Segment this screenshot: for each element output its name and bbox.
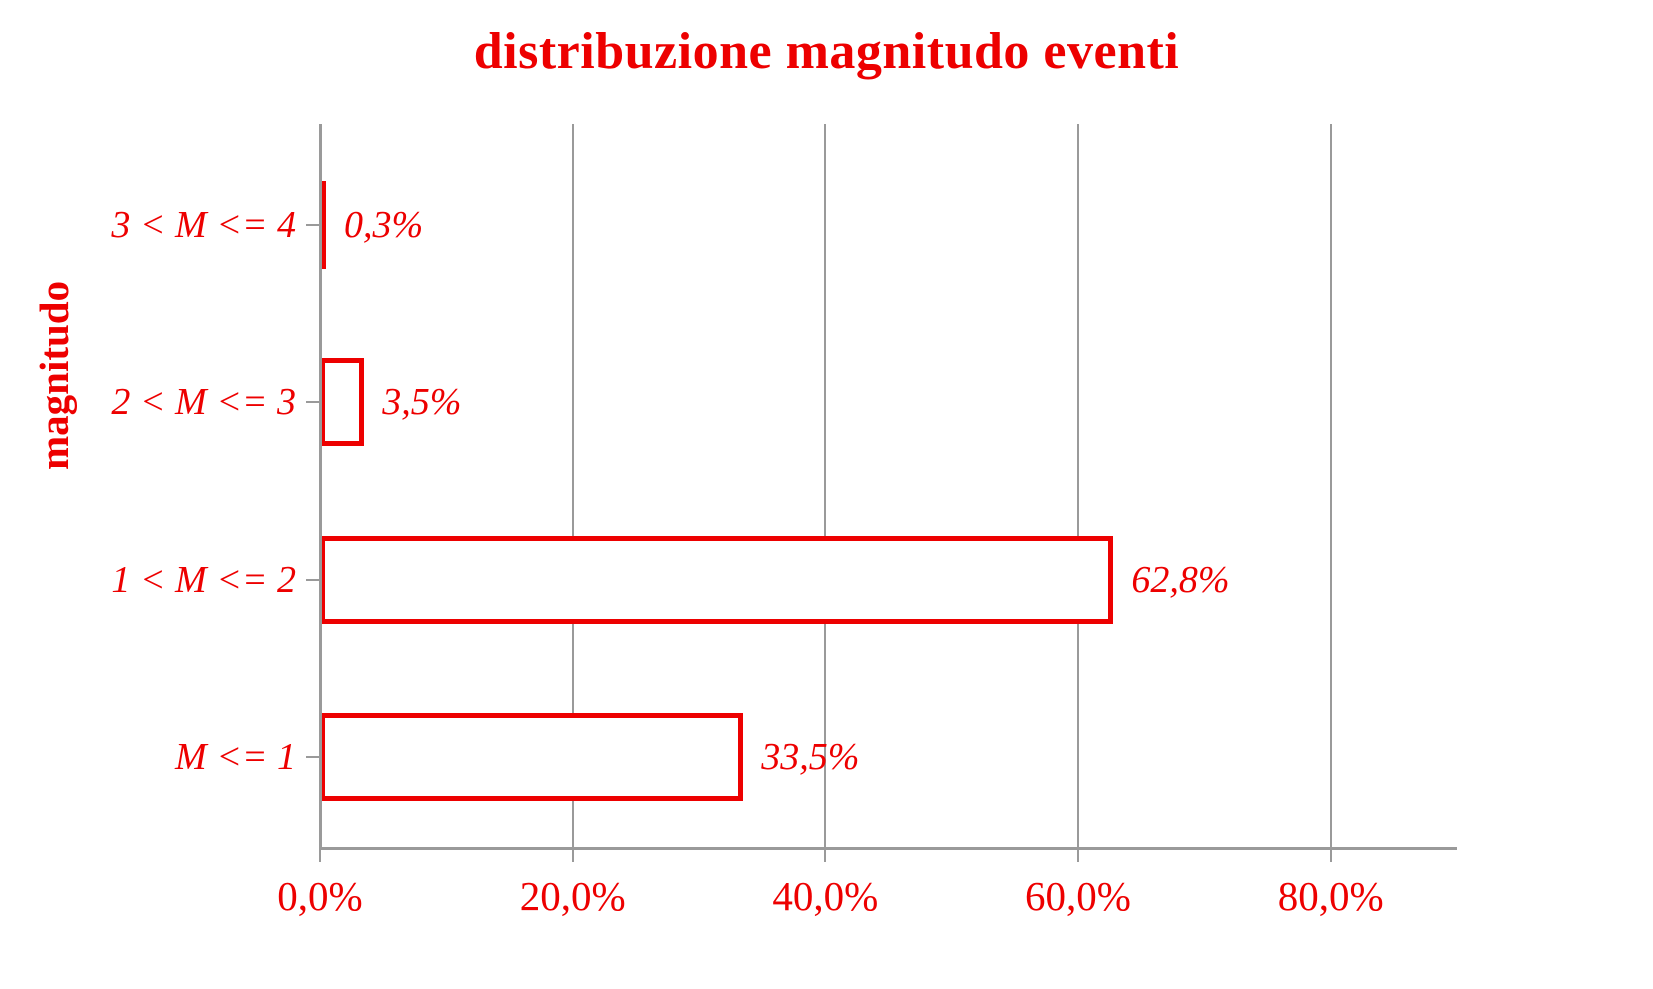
x-tick — [319, 848, 321, 862]
y-tick-label: 3 < M <= 4 — [111, 203, 296, 247]
x-tick-label: 80,0% — [1278, 872, 1384, 920]
y-tick — [306, 579, 320, 581]
x-tick-label: 40,0% — [772, 872, 878, 920]
y-tick-label: M <= 1 — [175, 735, 296, 779]
x-tick — [1330, 848, 1332, 862]
datalabel-m_le_1: 33,5% — [761, 735, 859, 779]
y-tick-label: 2 < M <= 3 — [111, 380, 296, 424]
y-tick — [306, 224, 320, 226]
x-tick — [572, 848, 574, 862]
x-tick-label: 60,0% — [1025, 872, 1131, 920]
x-tick — [1077, 848, 1079, 862]
chart-title: distribuzione magnitudo eventi — [0, 22, 1653, 81]
plot-area: 0,0%20,0%40,0%60,0%80,0%M <= 11 < M <= 2… — [320, 124, 1457, 848]
y-axis-line — [319, 124, 322, 848]
datalabel-m_3_4: 0,3% — [344, 203, 423, 247]
gridline — [1330, 124, 1332, 848]
x-tick-label: 20,0% — [520, 872, 626, 920]
gridline — [1077, 124, 1079, 848]
bar-m_le_1 — [320, 713, 743, 801]
y-tick — [306, 756, 320, 758]
chart-container: { "chart": { "type": "bar-horizontal", "… — [0, 0, 1653, 989]
bar-m_2_3 — [320, 358, 364, 446]
y-tick-label: 1 < M <= 2 — [111, 558, 296, 602]
datalabel-m_2_3: 3,5% — [382, 380, 461, 424]
y-axis-label: magnitudo — [30, 281, 78, 470]
x-tick-label: 0,0% — [277, 872, 362, 920]
datalabel-m_1_2: 62,8% — [1131, 558, 1229, 602]
y-tick — [306, 401, 320, 403]
x-tick — [824, 848, 826, 862]
bar-m_1_2 — [320, 536, 1113, 624]
x-axis-line — [320, 847, 1457, 850]
